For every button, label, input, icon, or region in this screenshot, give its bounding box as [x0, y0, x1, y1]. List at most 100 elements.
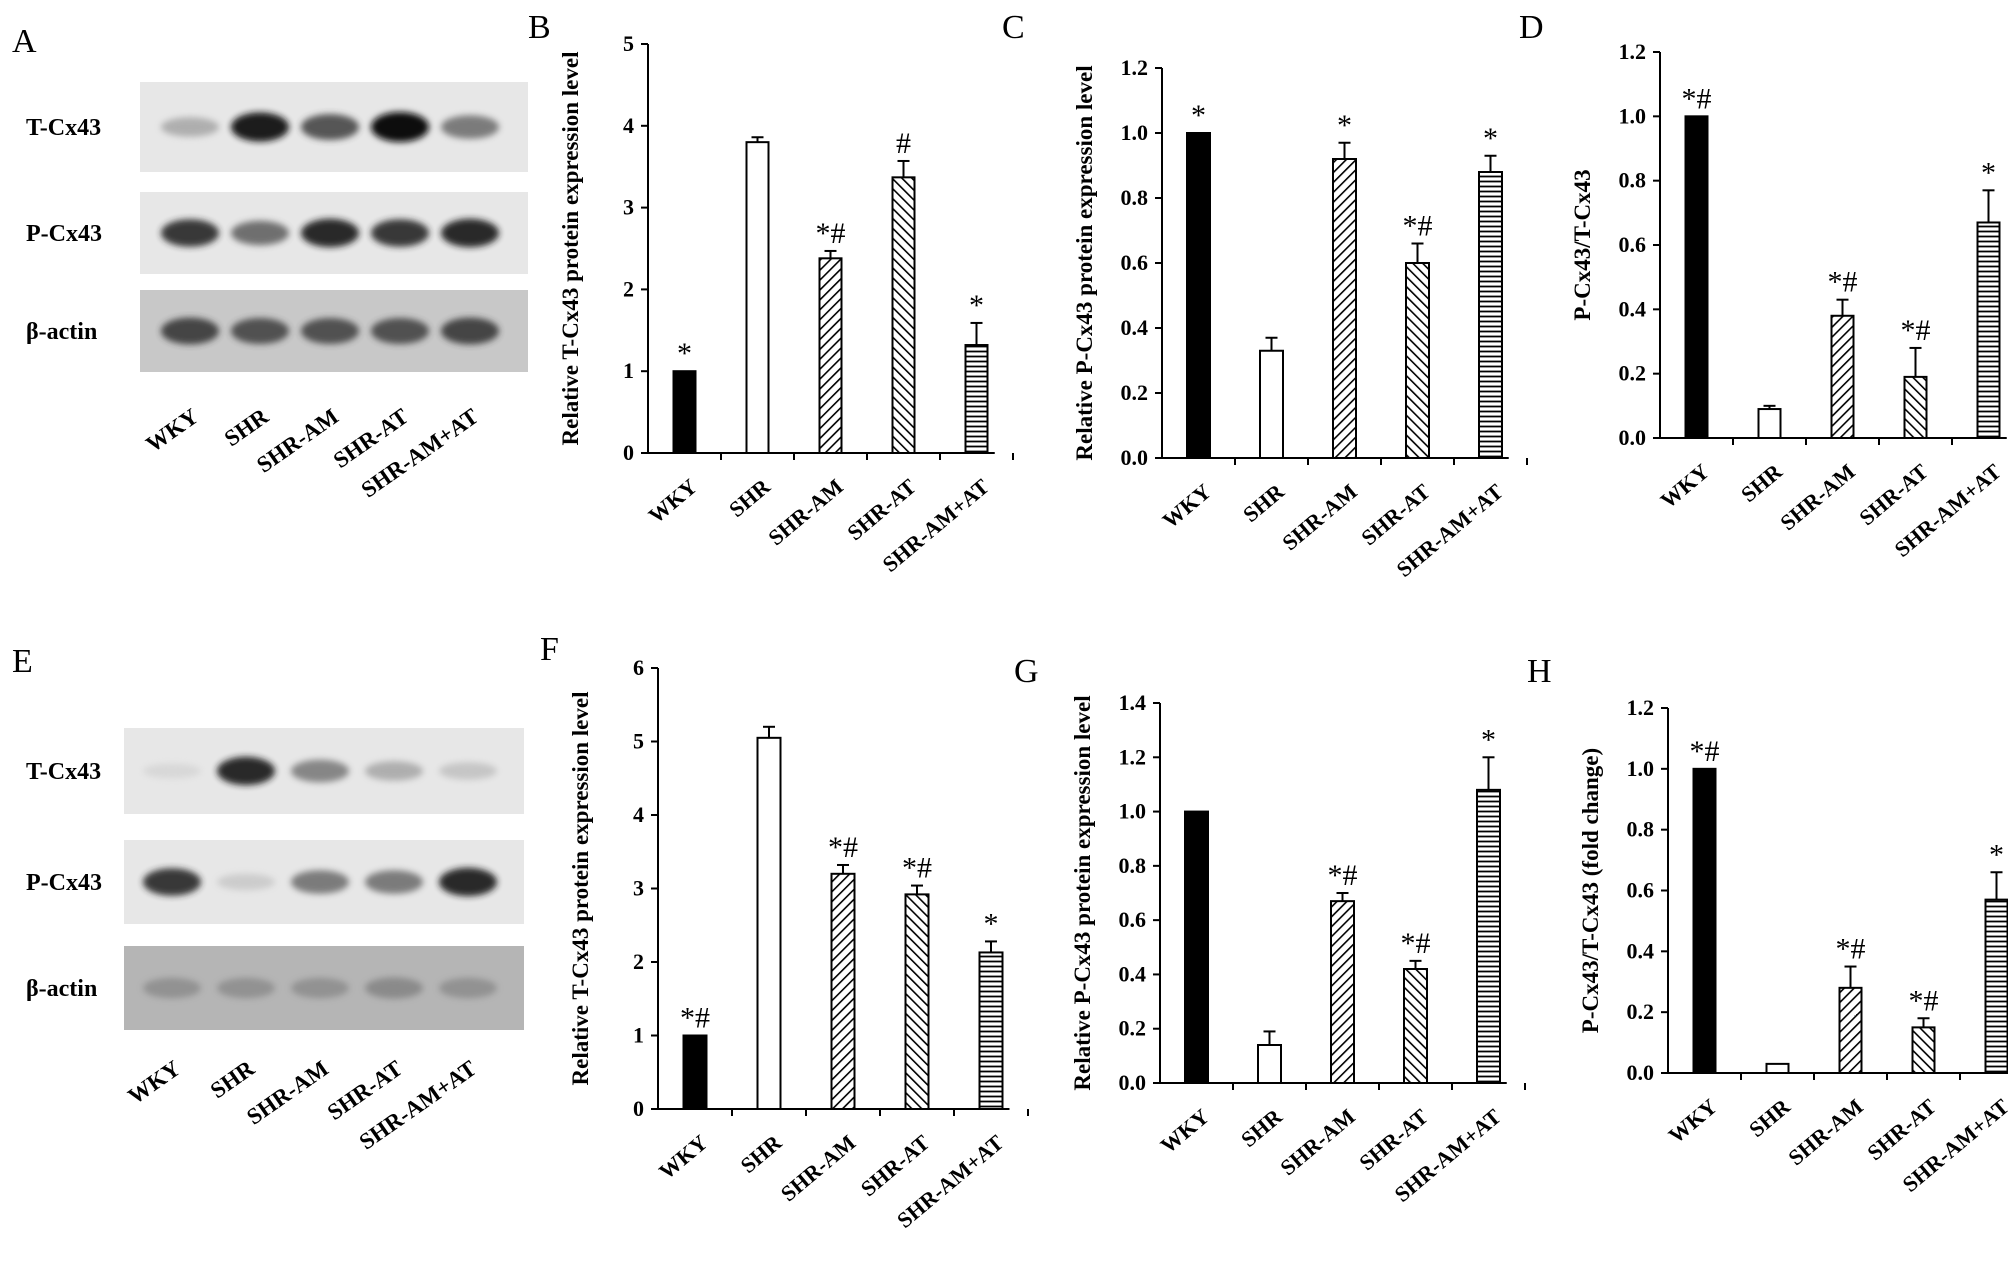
significance-mark-shr-am-at: *: [1483, 122, 1498, 155]
y-tick-label: 1.0: [1119, 799, 1147, 824]
x-tick-label-shr-am: SHR-AM: [1783, 1094, 1868, 1171]
bar-shr: [1259, 349, 1284, 459]
bar-shr-am-at: [1476, 788, 1501, 1084]
significance-mark-shr-at: *#: [902, 852, 932, 885]
significance-mark-wky: *#: [1690, 735, 1720, 768]
blot-band-t-cx43-shr-at: [371, 112, 429, 142]
blot-band-p-cx43-wky: [161, 219, 219, 247]
blot-band-t-cx43-shr: [231, 112, 289, 142]
bar-shr-am-at: [1478, 171, 1503, 459]
y-tick-label: 2: [633, 949, 644, 974]
bar-wky: [1692, 767, 1717, 1074]
blot-row-label-p-cx43: P-Cx43: [26, 870, 102, 896]
significance-mark-shr-at: *#: [1909, 984, 1939, 1017]
blot-band-actin-shr: [217, 977, 275, 999]
y-axis-title: P-Cx43/T-Cx43: [1570, 169, 1595, 320]
blot-row-label-actin: β-actin: [26, 319, 97, 345]
bar-shr-at: [1403, 968, 1428, 1084]
bar-shr-at: [1911, 1026, 1936, 1074]
significance-mark-shr-at: *#: [1401, 927, 1431, 960]
x-tick-label-shr: SHR: [724, 473, 776, 522]
bar-shr-am: [1838, 986, 1863, 1074]
significance-mark-shr-am-at: *: [969, 289, 984, 322]
blot-lane-label-wky: WKY: [141, 403, 203, 457]
blot-lane-label-shr: SHR: [206, 1055, 259, 1103]
panel-letter-h: H: [1527, 653, 1552, 690]
blot-band-t-cx43-shr-am: [301, 114, 359, 140]
x-tick-label-wky: WKY: [1664, 1094, 1722, 1149]
significance-mark-shr-am: *: [1337, 109, 1352, 142]
blot-band-t-cx43-shr-am-at: [441, 115, 499, 139]
y-tick-label: 0.6: [1619, 232, 1647, 257]
bar-shr-am: [1332, 158, 1357, 459]
y-tick-label: 0.2: [1119, 1016, 1147, 1041]
blot-band-p-cx43-shr-at: [371, 219, 429, 247]
x-tick-label-shr: SHR: [1736, 458, 1788, 507]
x-tick-label-shr-am: SHR-AM: [776, 1130, 861, 1207]
y-tick-label: 1.4: [1119, 690, 1147, 715]
bar-shr-am-at: [1976, 221, 2001, 439]
chart-c: 0.0 0.2 0.4 0.6 0.8 1.0 1.2 Relative P-Cx43 pro…: [1072, 55, 1528, 582]
y-tick-label: 4: [633, 802, 644, 827]
blot-lane-label-shr-am: SHR-AM: [242, 1055, 333, 1129]
blot-lane-label-shr-am-at: SHR-AM+AT: [357, 404, 483, 503]
blot-band-actin-shr-am: [301, 318, 359, 344]
panel-letter-a: A: [12, 23, 37, 60]
bar-shr-am-at: [1984, 898, 2008, 1074]
blot-band-actin-shr: [231, 318, 289, 344]
bar-shr: [1765, 1062, 1790, 1074]
blot-band-p-cx43-wky: [143, 868, 201, 896]
y-tick-label: 1.0: [1121, 120, 1149, 145]
bar-shr: [1757, 408, 1782, 439]
bar-shr: [745, 141, 770, 454]
y-tick-label: 0.2: [1619, 361, 1647, 386]
blot-band-p-cx43-shr: [217, 873, 275, 891]
y-tick-label: 0.4: [1619, 296, 1647, 321]
blot-band-t-cx43-shr-am: [291, 759, 349, 783]
bar-shr-am: [1830, 314, 1855, 439]
blot-band-actin-wky: [143, 977, 201, 999]
y-tick-label: 1.0: [1627, 756, 1655, 781]
y-tick-label: 0.8: [1119, 853, 1147, 878]
x-tick-label-shr-am: SHR-AM: [1277, 479, 1362, 556]
x-tick-label-wky: WKY: [1656, 459, 1714, 514]
y-tick-label: 1.2: [1121, 55, 1149, 80]
y-tick-label: 0.0: [1121, 445, 1149, 470]
y-tick-label: 0.6: [1121, 250, 1149, 275]
panel-letter-d: D: [1519, 9, 1544, 46]
significance-mark-shr-am: *#: [1836, 933, 1866, 966]
y-tick-label: 3: [633, 876, 644, 901]
x-tick-label-shr: SHR: [1236, 1103, 1288, 1152]
y-tick-label: 1.0: [1619, 103, 1647, 128]
blot-band-actin-shr-at: [371, 318, 429, 344]
significance-mark-shr-at: *#: [1901, 314, 1931, 347]
y-tick-label: 0.8: [1121, 185, 1149, 210]
blot-band-p-cx43-shr: [231, 220, 289, 246]
x-tick-label-wky: WKY: [644, 474, 702, 529]
x-tick-label-shr: SHR: [1744, 1093, 1796, 1142]
significance-mark-shr-am: *#: [816, 217, 846, 250]
significance-mark-shr-am: *#: [1828, 266, 1858, 299]
significance-mark-shr-at: *#: [1403, 210, 1433, 243]
blot-band-actin-shr-at: [365, 977, 423, 999]
y-tick-label: 1: [633, 1023, 644, 1048]
x-tick-label-shr: SHR: [735, 1129, 787, 1178]
significance-mark-shr-at: #: [896, 127, 911, 160]
significance-mark-wky: *#: [1682, 82, 1712, 115]
blot-row-label-t-cx43: T-Cx43: [26, 115, 101, 141]
blot-band-p-cx43-shr-am-at: [439, 867, 497, 897]
y-tick-label: 0.0: [1619, 425, 1647, 450]
y-tick-label: 0: [633, 1096, 644, 1121]
chart-h: 0.0 0.2 0.4 0.6 0.8 1.0 1.2 P-Cx43/T-Cx43 (fold…: [1578, 695, 2008, 1197]
y-tick-label: 4: [623, 113, 634, 138]
x-tick-label-wky: WKY: [1156, 1104, 1214, 1159]
y-tick-label: 6: [633, 655, 644, 680]
blot-row-label-actin: β-actin: [26, 976, 97, 1002]
panel-letter-b: B: [528, 9, 551, 46]
bar-shr: [1257, 1044, 1282, 1084]
blot-row-label-t-cx43: T-Cx43: [26, 759, 101, 785]
x-tick-label-wky: WKY: [1158, 479, 1216, 534]
